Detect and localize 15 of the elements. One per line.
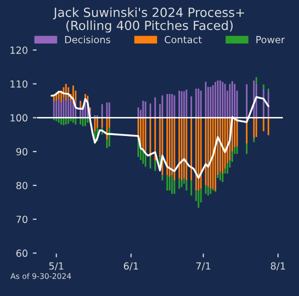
y-tick-label: 60	[16, 250, 28, 257]
y-tick-label: 120	[10, 46, 28, 54]
y-tick-label: 110	[10, 80, 28, 88]
x-tick-label: 7/1	[196, 262, 210, 270]
x-tick-label: 6/1	[124, 262, 138, 270]
y-tick-label: 90	[16, 148, 28, 156]
y-tick-label: 80	[16, 182, 28, 190]
legend-label: Contact	[164, 36, 202, 44]
legend-label: Power	[256, 36, 285, 44]
x-tick-label: 8/1	[270, 262, 285, 270]
x-tick-label: 5/1	[49, 262, 64, 270]
y-tick-label: 70	[16, 216, 28, 224]
y-tick-label: 100	[10, 114, 28, 122]
chart-title: Jack Suwinski's 2024 Process+ (Rolling 400 Pitches Faced)	[52, 7, 244, 33]
legend-label: Decisions	[65, 36, 110, 44]
